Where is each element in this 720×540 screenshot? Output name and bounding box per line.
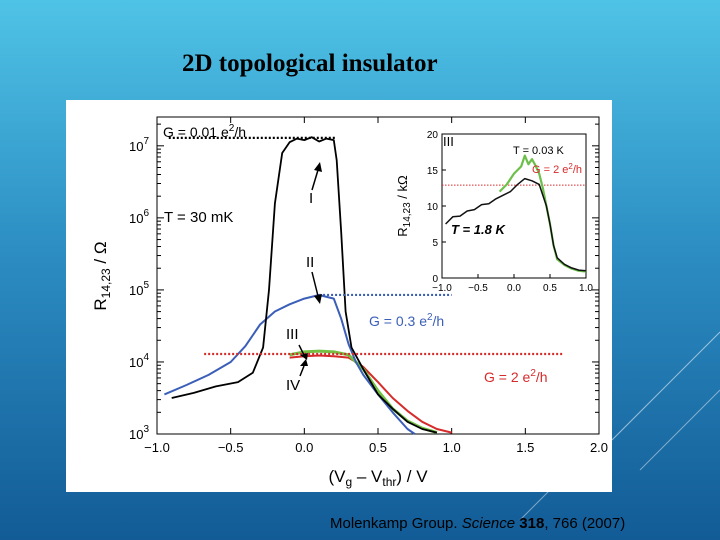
arrowhead-I (314, 162, 322, 172)
inset-y-label-end: / kΩ (395, 175, 410, 202)
arrow-IV (299, 365, 305, 377)
citation-authors: Molenkamp Group. (330, 515, 462, 532)
inset-g-label-main: G = 2 e (532, 164, 568, 176)
inset-x-tick-label: −0.5 (468, 283, 488, 294)
inset-t-low-label: T = 0.03 K (513, 145, 565, 157)
main-y-tick-label: 105 (129, 280, 149, 298)
inset-y-tick-label: 20 (427, 130, 439, 141)
inset-y-label-sub: 14,23 (402, 202, 413, 227)
main-x-label-mid: – V (352, 467, 383, 486)
inset-axes: −1.0 −0.5 0.0 0.5 1.0 0 5 10 15 20 (427, 130, 594, 294)
main-y-label-end: / Ω (91, 241, 110, 268)
arrow-I (311, 169, 319, 191)
main-x-label-end: ) / V (396, 467, 428, 486)
curve-label-III: III (286, 326, 299, 343)
main-x-tick-label: −0.5 (218, 440, 244, 455)
inset-series-line-high-t (445, 177, 587, 272)
inset-x-tick-label: 1.0 (579, 283, 593, 294)
inset-x-tick-label: 0.5 (543, 283, 557, 294)
main-y-tick-label: 103 (129, 424, 149, 442)
main-x-tick-label: 1.5 (516, 440, 534, 455)
inset-g-label-sup: 2 (568, 162, 573, 171)
inset-x-tick-label: 0.0 (507, 283, 521, 294)
series-line-III (289, 349, 438, 435)
citation-pages: , 766 (2007) (544, 515, 626, 532)
annotation-arrows (298, 162, 322, 377)
main-x-tick-label: 0.0 (295, 440, 313, 455)
arrowhead-III (300, 353, 308, 360)
conductance-label-G2: G = 2 e2/h (484, 368, 548, 385)
inset-x-tick-label: −1.0 (432, 283, 452, 294)
series-line-I (171, 136, 438, 434)
conductance-label-G001: G = 0.01 e2/h (163, 123, 246, 140)
conductance-label-G03: G = 0.3 e2/h (369, 312, 444, 329)
inset-y-label-main: R (395, 227, 410, 236)
main-x-tick-label: 0.5 (369, 440, 387, 455)
curve-label-II: II (306, 254, 314, 271)
arrow-III (298, 344, 305, 356)
inset-y-tick-label: 15 (427, 166, 439, 177)
main-y-axis-label: R14,23 / Ω (91, 241, 113, 310)
citation: Molenkamp Group. Science 318, 766 (2007) (330, 515, 625, 532)
main-x-tick-label: −1.0 (144, 440, 170, 455)
inset-y-tick-label: 0 (432, 274, 438, 285)
inset-plot-frame (441, 133, 587, 279)
slide-title: 2D topological insulator (182, 50, 438, 77)
temperature-label: T = 30 mK (164, 209, 233, 226)
main-y-tick-label: 104 (129, 352, 149, 370)
main-y-tick-label: 106 (129, 208, 149, 226)
main-x-axis-label: (Vg – Vthr) / V (328, 467, 428, 489)
main-x-label-main: (V (328, 467, 346, 486)
arrowhead-II (314, 294, 322, 304)
main-x-tick-label: 2.0 (590, 440, 608, 455)
figure-panel: −1.0 −0.5 0.0 0.5 1.0 1.5 2.0 103 104 105 106 107 G… (66, 100, 612, 492)
curve-label-I: I (309, 190, 313, 207)
main-x-tick-label: 1.0 (443, 440, 461, 455)
arrow-II (311, 271, 319, 297)
inset-t-high-label: T = 1.8 K (451, 222, 506, 237)
series-line-IV (289, 354, 452, 434)
inset-g-label-end: /h (573, 164, 582, 176)
arrowhead-IV (300, 359, 308, 366)
inset-g-label: G = 2 e2/h (532, 162, 582, 176)
inset-y-tick-label: 5 (432, 238, 438, 249)
main-y-label-sub: 14,23 (99, 268, 113, 298)
main-y-tick-label: 107 (129, 136, 149, 154)
curve-label-IV: IV (286, 377, 300, 394)
inset-series (445, 154, 587, 273)
conductance-lines: G = 0.01 e2/h G = 0.3 e2/h G = 2 e2/h (163, 123, 563, 385)
main-y-label-main: R (91, 298, 110, 310)
inset-y-tick-label: 10 (427, 202, 439, 213)
main-x-label-sub1: g (345, 475, 352, 489)
citation-volume: 318 (519, 515, 545, 532)
citation-journal: Science (461, 515, 516, 532)
main-x-label-sub2: thr (382, 475, 396, 489)
inset-y-axis-label: R14,23 / kΩ (395, 175, 413, 237)
inset-panel-label: III (443, 134, 454, 149)
